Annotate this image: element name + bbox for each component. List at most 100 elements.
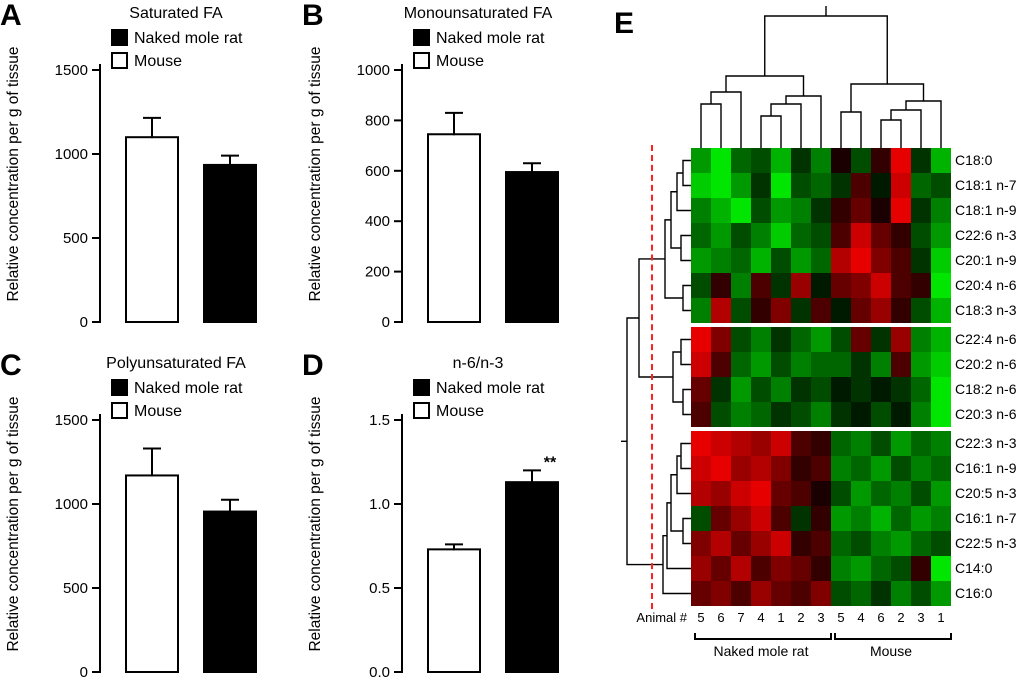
heatmap-cell bbox=[811, 223, 831, 248]
heatmap-cell bbox=[731, 506, 751, 531]
heatmap-cell bbox=[931, 223, 951, 248]
heatmap-cell bbox=[791, 402, 811, 427]
y-tick-label: 1.5 bbox=[369, 412, 390, 429]
heatmap-cell bbox=[711, 327, 731, 352]
bar-chart-monounsaturated-fa: 0 200 400 600 800 1000 Naked mole rat Mouse bbox=[357, 29, 559, 331]
heatmap-cell bbox=[931, 506, 951, 531]
animal-number: 3 bbox=[917, 610, 925, 625]
heatmap-cell bbox=[831, 556, 851, 581]
heatmap-cell bbox=[871, 248, 891, 273]
heatmap-cell bbox=[771, 327, 791, 352]
heatmap-cell bbox=[831, 223, 851, 248]
heatmap-cell bbox=[911, 248, 931, 273]
y-tick-label: 500 bbox=[63, 580, 88, 597]
heatmap-cell bbox=[871, 298, 891, 323]
heatmap-cell bbox=[691, 298, 711, 323]
heatmap-cell bbox=[891, 581, 911, 606]
legend-label: Naked mole rat bbox=[134, 380, 243, 397]
heatmap-cell bbox=[791, 377, 811, 402]
chart-title: Polyunsaturated FA bbox=[106, 355, 246, 372]
heatmap-cell bbox=[771, 431, 791, 456]
heatmap-cell bbox=[691, 173, 711, 198]
heatmap-cell bbox=[771, 531, 791, 556]
heatmap-cell bbox=[751, 248, 771, 273]
heatmap-cell bbox=[791, 352, 811, 377]
heatmap-cell bbox=[751, 148, 771, 173]
animal-number: 1 bbox=[937, 610, 945, 625]
group-bracket-mouse bbox=[834, 633, 952, 640]
y-tick-label: 1500 bbox=[55, 62, 88, 79]
legend-label: Mouse bbox=[134, 53, 182, 70]
heatmap-cell bbox=[831, 531, 851, 556]
heatmap-cell bbox=[871, 581, 891, 606]
heatmap-cell bbox=[791, 431, 811, 456]
heatmap-cell bbox=[931, 148, 951, 173]
heatmap-row-label: C22:3 n-3 bbox=[955, 435, 1017, 451]
heatmap-cell bbox=[831, 198, 851, 223]
animal-number: 2 bbox=[897, 610, 905, 625]
heatmap-cell bbox=[691, 556, 711, 581]
y-tick-label: 0 bbox=[382, 314, 390, 331]
heatmap-cell bbox=[751, 481, 771, 506]
y-tick-label: 1000 bbox=[357, 62, 390, 79]
heatmap-cell bbox=[731, 481, 751, 506]
heatmap-cell bbox=[871, 531, 891, 556]
heatmap-cell bbox=[751, 352, 771, 377]
heatmap-cell bbox=[911, 273, 931, 298]
heatmap-cell bbox=[851, 148, 871, 173]
heatmap-cell bbox=[711, 298, 731, 323]
heatmap-cell bbox=[811, 581, 831, 606]
heatmap-cell bbox=[831, 273, 851, 298]
heatmap-cell bbox=[731, 352, 751, 377]
y-axis-label: Relative concentration per g of tissue bbox=[5, 396, 22, 652]
heatmap-row-label: C18:3 n-3 bbox=[955, 302, 1017, 318]
panel-n6-n3-ratio: D Relative concentration per g of tissue… bbox=[302, 350, 602, 698]
heatmap-row-label: C22:6 n-3 bbox=[955, 227, 1017, 243]
heatmap-cell bbox=[831, 148, 851, 173]
heatmap-cell bbox=[771, 198, 791, 223]
legend-swatch-naked-mole-rat bbox=[111, 29, 128, 46]
heatmap-cell bbox=[911, 327, 931, 352]
heatmap-cell bbox=[851, 248, 871, 273]
heatmap-cell bbox=[691, 352, 711, 377]
heatmap-cell bbox=[751, 556, 771, 581]
heatmap-cell bbox=[851, 402, 871, 427]
heatmap-cell bbox=[911, 198, 931, 223]
heatmap-cell bbox=[931, 431, 951, 456]
heatmap-cell bbox=[891, 456, 911, 481]
heatmap-cell bbox=[851, 298, 871, 323]
heatmap-row-label: C22:4 n-6 bbox=[955, 331, 1017, 347]
heatmap-cell bbox=[711, 198, 731, 223]
group-bracket-naked-mole-rat bbox=[694, 633, 832, 640]
heatmap-cell bbox=[911, 377, 931, 402]
panel-monounsaturated-fa: B Relative concentration per g of tissue… bbox=[302, 0, 602, 348]
heatmap-cell bbox=[691, 402, 711, 427]
animal-number: 3 bbox=[817, 610, 825, 625]
heatmap-cell bbox=[771, 556, 791, 581]
panel-letter-a: A bbox=[0, 0, 22, 32]
heatmap-row-label: C18:2 n-6 bbox=[955, 381, 1017, 397]
bar-naked-mole-rat bbox=[203, 510, 257, 673]
heatmap-cell bbox=[811, 431, 831, 456]
animal-number: 4 bbox=[857, 610, 865, 625]
heatmap-cell bbox=[811, 173, 831, 198]
heatmap-cell bbox=[791, 481, 811, 506]
heatmap-cell bbox=[891, 148, 911, 173]
heatmap-cell bbox=[931, 377, 951, 402]
heatmap-cell bbox=[731, 173, 751, 198]
heatmap-cell bbox=[911, 352, 931, 377]
heatmap-cell bbox=[851, 327, 871, 352]
heatmap-row-label: C20:2 n-6 bbox=[955, 356, 1017, 372]
heatmap-cell bbox=[771, 173, 791, 198]
heatmap-cell bbox=[771, 456, 791, 481]
legend-label: Naked mole rat bbox=[436, 380, 545, 397]
heatmap-cell bbox=[811, 556, 831, 581]
y-axis-label: Relative concentration per g of tissue bbox=[307, 46, 324, 302]
heatmap-cell bbox=[911, 531, 931, 556]
legend-swatch-mouse bbox=[111, 402, 128, 419]
heatmap-cell bbox=[751, 531, 771, 556]
legend-swatch-mouse bbox=[413, 52, 430, 69]
animal-number: 1 bbox=[777, 610, 785, 625]
heatmap-cell bbox=[751, 402, 771, 427]
heatmap-cell bbox=[711, 456, 731, 481]
